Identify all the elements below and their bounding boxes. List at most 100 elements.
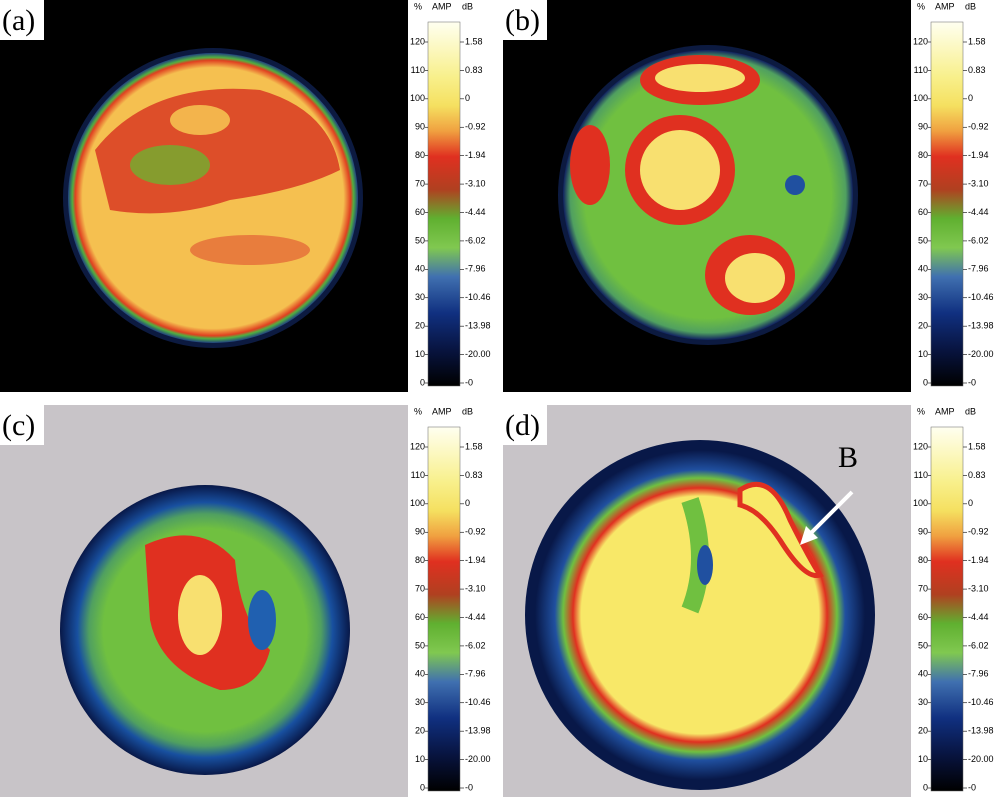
percent-tick: 100	[410, 498, 425, 508]
percent-header: %	[414, 406, 422, 416]
percent-tick: 100	[410, 93, 425, 103]
percent-tick: 70	[415, 583, 425, 593]
percent-tick: 120	[410, 441, 425, 451]
percent-tick: 0	[923, 782, 928, 792]
amp-header: AMP	[935, 1, 955, 11]
percent-tick: 10	[415, 754, 425, 764]
percent-tick: 120	[913, 441, 928, 451]
percent-tick: 80	[415, 555, 425, 565]
percent-tick: 30	[918, 292, 928, 302]
db-tick: 0.83	[465, 470, 483, 480]
percent-tick: 60	[918, 207, 928, 217]
db-tick: 0.83	[968, 470, 986, 480]
db-tick: 1.58	[968, 441, 986, 451]
percent-tick: 10	[918, 754, 928, 764]
label-bg	[0, 0, 44, 40]
percent-tick: 50	[918, 235, 928, 245]
db-header: dB	[462, 1, 473, 11]
db-tick: -7.96	[968, 669, 989, 679]
percent-tick: 90	[918, 122, 928, 132]
db-tick: -0.92	[968, 122, 989, 132]
db-tick: -10.46	[465, 697, 491, 707]
db-tick: 0	[465, 93, 470, 103]
percent-header: %	[917, 1, 925, 11]
db-tick: -10.46	[968, 697, 994, 707]
percent-tick: 30	[415, 697, 425, 707]
label-bg	[503, 0, 547, 40]
percent-tick: 10	[918, 349, 928, 359]
db-tick: 0.83	[465, 65, 483, 75]
db-tick: 0	[968, 498, 973, 508]
colorbar	[427, 426, 461, 792]
percent-tick: 90	[918, 527, 928, 537]
percent-tick: 70	[918, 178, 928, 188]
db-tick: -13.98	[968, 321, 994, 331]
percent-tick: 100	[913, 498, 928, 508]
colorbar	[427, 21, 461, 387]
percent-tick: 80	[918, 150, 928, 160]
db-tick: -0.92	[465, 527, 486, 537]
db-tick: -3.10	[968, 583, 989, 593]
percent-tick: 110	[411, 470, 425, 480]
percent-tick: 100	[913, 93, 928, 103]
db-tick: -3.10	[465, 178, 486, 188]
percent-tick: 50	[415, 235, 425, 245]
db-tick: -4.44	[465, 207, 486, 217]
annotation: B	[838, 441, 858, 474]
percent-tick: 110	[914, 65, 928, 75]
db-tick: -20.00	[968, 349, 994, 359]
db-tick: 1.58	[968, 36, 986, 46]
db-tick: -4.44	[465, 612, 486, 622]
db-tick: -0	[968, 377, 976, 387]
db-tick: -1.94	[968, 555, 989, 565]
percent-tick: 110	[411, 65, 425, 75]
percent-tick: 50	[918, 640, 928, 650]
db-tick: -0	[465, 782, 473, 792]
percent-tick: 0	[420, 377, 425, 387]
percent-tick: 50	[415, 640, 425, 650]
percent-tick: 90	[415, 527, 425, 537]
percent-tick: 40	[918, 669, 928, 679]
db-tick: -6.02	[968, 235, 989, 245]
label-bg	[0, 405, 44, 445]
db-tick: -0.92	[968, 527, 989, 537]
percent-tick: 20	[415, 726, 425, 736]
db-tick: -7.96	[465, 669, 486, 679]
db-tick: -6.02	[465, 640, 486, 650]
db-header: dB	[462, 406, 473, 416]
db-tick: -7.96	[465, 264, 486, 274]
db-tick: -13.98	[968, 726, 994, 736]
percent-header: %	[917, 406, 925, 416]
db-tick: -4.44	[968, 612, 989, 622]
percent-tick: 0	[420, 782, 425, 792]
db-tick: -1.94	[968, 150, 989, 160]
db-tick: -0	[968, 782, 976, 792]
db-tick: -1.94	[465, 555, 486, 565]
colorbar	[930, 426, 964, 792]
db-tick: -3.10	[465, 583, 486, 593]
panel-label: (b)	[505, 4, 540, 37]
db-tick: -0.92	[465, 122, 486, 132]
percent-tick: 20	[918, 726, 928, 736]
db-tick: -20.00	[465, 349, 491, 359]
db-tick: -10.46	[465, 292, 491, 302]
percent-tick: 80	[415, 150, 425, 160]
db-tick: -13.98	[465, 726, 491, 736]
db-header: dB	[965, 406, 976, 416]
db-header: dB	[965, 1, 976, 11]
percent-tick: 80	[918, 555, 928, 565]
percent-tick: 20	[918, 321, 928, 331]
percent-tick: 120	[410, 36, 425, 46]
percent-tick: 60	[918, 612, 928, 622]
amp-header: AMP	[432, 406, 452, 416]
db-tick: 1.58	[465, 36, 483, 46]
db-tick: 0.83	[968, 65, 986, 75]
percent-tick: 60	[415, 207, 425, 217]
percent-header: %	[414, 1, 422, 11]
percent-tick: 40	[918, 264, 928, 274]
panel-label: (d)	[505, 409, 540, 442]
percent-tick: 30	[918, 697, 928, 707]
percent-tick: 120	[913, 36, 928, 46]
colorbar	[930, 21, 964, 387]
db-tick: -10.46	[968, 292, 994, 302]
